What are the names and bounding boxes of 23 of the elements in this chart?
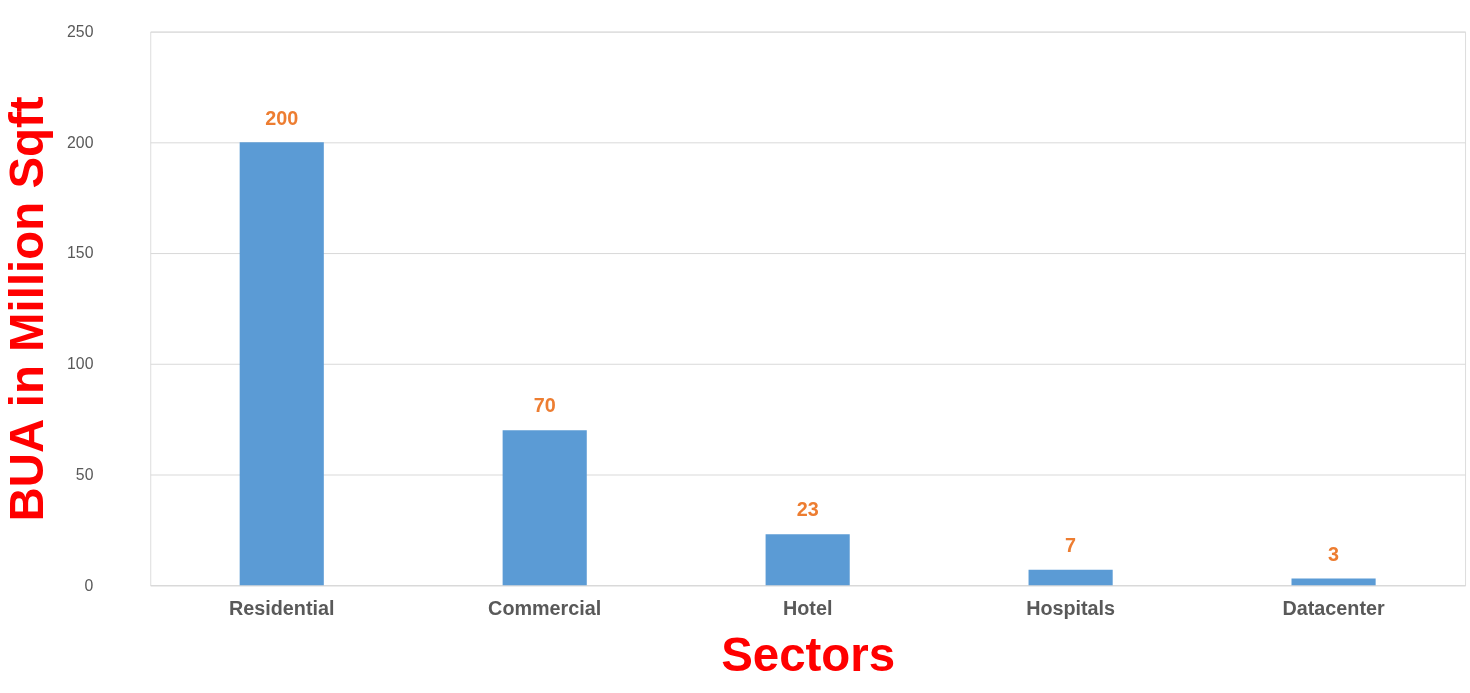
data-label: 23 (796, 498, 819, 521)
x-tick-label: Commercial (488, 597, 602, 620)
x-tick-label: Residential (229, 597, 335, 620)
bar (765, 534, 850, 586)
x-tick-label: Datacenter (1282, 597, 1385, 620)
y-tick-label: 100 (67, 355, 94, 373)
bar (239, 142, 324, 586)
data-label: 70 (533, 394, 556, 417)
y-tick-label: 250 (67, 23, 94, 41)
y-tick-label: 0 (84, 576, 94, 594)
data-label: 3 (1328, 542, 1340, 565)
y-tick-label: 200 (67, 133, 94, 151)
bar (502, 430, 587, 586)
y-tick-label: 150 (67, 244, 94, 262)
bar (1291, 578, 1376, 586)
x-tick-label: Hospitals (1026, 597, 1116, 620)
y-axis-title: BUA in Million Sqft (0, 96, 54, 522)
x-axis-title: Sectors (721, 627, 896, 681)
y-tick-label: 50 (75, 465, 94, 483)
data-label: 7 (1065, 533, 1077, 556)
x-tick-label: Hotel (782, 597, 833, 620)
data-label: 200 (265, 106, 299, 129)
bar (1028, 569, 1113, 586)
